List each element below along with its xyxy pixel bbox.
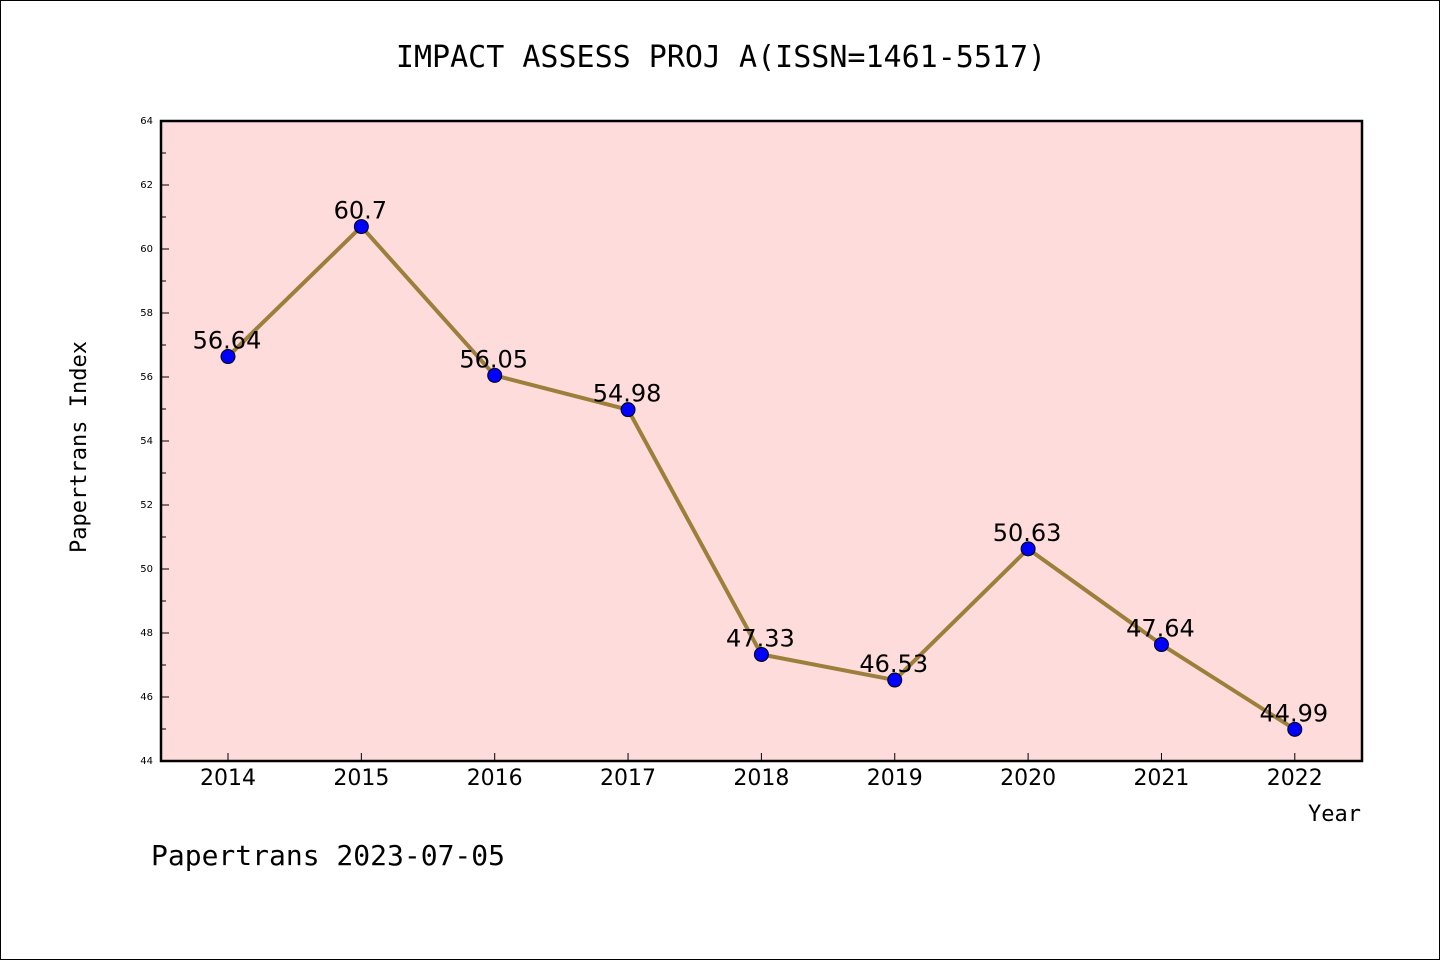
- x-tick-label: 2022: [1267, 766, 1323, 791]
- y-tick-label: 44: [140, 756, 153, 767]
- series-points: [220, 219, 1303, 737]
- x-axis-label: Year: [1308, 802, 1361, 827]
- y-axis-ticks: 44 46 48 50 52 54 56 58 60 62 64: [140, 116, 169, 767]
- data-point: [1287, 721, 1303, 737]
- data-point: [220, 349, 236, 365]
- x-tick-label: 2016: [467, 766, 523, 791]
- data-point: [487, 367, 503, 383]
- y-tick-label: 46: [140, 692, 153, 703]
- data-label: 47.33: [726, 624, 795, 652]
- data-label: 54.98: [593, 380, 662, 408]
- data-label: 47.64: [1126, 615, 1195, 643]
- footer-credit: Papertrans 2023-07-05: [151, 839, 505, 872]
- x-axis-ticks: 2014 2015 2016 2017 2018 2019 2020 2021 2022: [200, 753, 1323, 791]
- chart-title: IMPACT ASSESS PROJ A(ISSN=1461-5517): [396, 40, 1046, 75]
- x-tick-label: 2021: [1133, 766, 1189, 791]
- y-tick-label: 58: [140, 308, 153, 319]
- data-label: 56.64: [193, 327, 262, 355]
- y-tick-label: 62: [140, 180, 153, 191]
- y-tick-label: 56: [140, 372, 153, 383]
- data-label: 60.7: [334, 197, 387, 225]
- data-point: [753, 646, 769, 662]
- data-labels: 56.64 60.7 56.05 54.98 47.33 46.53 50.63 47.64 4…: [193, 197, 1329, 728]
- x-tick-label: 2017: [600, 766, 656, 791]
- data-point: [1020, 541, 1036, 557]
- data-point: [887, 672, 903, 688]
- y-tick-label: 52: [140, 500, 153, 511]
- x-tick-label: 2019: [867, 766, 923, 791]
- x-tick-label: 2015: [333, 766, 389, 791]
- data-label: 46.53: [859, 650, 928, 678]
- y-axis-label: Papertrans Index: [67, 341, 92, 553]
- y-tick-label: 48: [140, 628, 153, 639]
- x-tick-label: 2014: [200, 766, 256, 791]
- y-tick-label: 54: [140, 436, 153, 447]
- data-label: 50.63: [993, 519, 1062, 547]
- data-point: [1153, 637, 1169, 653]
- y-tick-label: 60: [140, 244, 153, 255]
- x-tick-label: 2018: [733, 766, 789, 791]
- data-label: 44.99: [1259, 699, 1328, 727]
- y-tick-label: 50: [140, 564, 153, 575]
- data-label: 56.05: [459, 345, 528, 373]
- data-point: [353, 219, 369, 235]
- data-point: [620, 402, 636, 418]
- y-tick-label: 64: [140, 116, 153, 127]
- x-tick-label: 2020: [1000, 766, 1056, 791]
